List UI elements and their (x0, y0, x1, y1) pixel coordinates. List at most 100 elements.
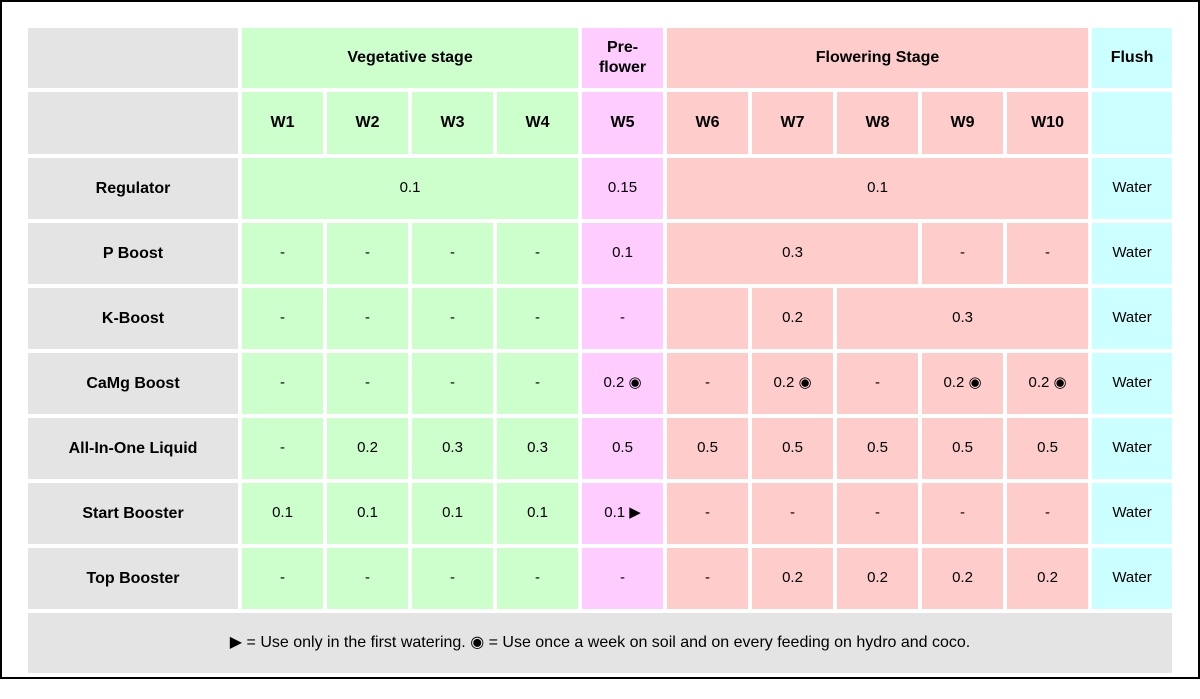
cell-top-booster-w9: 0.2 (922, 548, 1004, 609)
cell-k-boost-w8-w10: 0.3 (837, 288, 1089, 349)
row-label-k-boost: K-Boost (28, 288, 238, 349)
cell-top-booster-w8: 0.2 (837, 548, 919, 609)
week-header-w2: W2 (327, 92, 408, 154)
cell-p-boost-w5: 0.1 (582, 223, 664, 284)
cell-camg-boost-w3: - (412, 353, 493, 414)
cell-start-booster-w2: 0.1 (327, 483, 408, 544)
cell-k-boost-w1: - (242, 288, 323, 349)
week-header-w1: W1 (242, 92, 323, 154)
cell-camg-boost-w1: - (242, 353, 323, 414)
footnote: ▶ = Use only in the first watering. ◉ = … (28, 613, 1173, 673)
row-start-booster: Start Booster 0.1 0.1 0.1 0.1 0.1 ▶ - - … (28, 483, 1173, 544)
cell-all-in-one-w4: 0.3 (497, 418, 579, 479)
row-top-booster: Top Booster - - - - - - 0.2 0.2 0.2 0.2 … (28, 548, 1173, 609)
cell-start-booster-w5: 0.1 ▶ (582, 483, 664, 544)
stage-header-flush: Flush (1092, 28, 1173, 88)
cell-camg-boost-flush: Water (1092, 353, 1173, 414)
cell-camg-boost-w5: 0.2 ◉ (582, 353, 664, 414)
week-header-w6: W6 (667, 92, 749, 154)
cell-start-booster-w4: 0.1 (497, 483, 579, 544)
cell-regulator-flush: Water (1092, 158, 1173, 219)
row-all-in-one-liquid: All-In-One Liquid - 0.2 0.3 0.3 0.5 0.5 … (28, 418, 1173, 479)
cell-camg-boost-w10: 0.2 ◉ (1007, 353, 1089, 414)
feeding-schedule-table: Vegetative stage Pre-flower Flowering St… (24, 24, 1176, 677)
cell-p-boost-w1: - (242, 223, 323, 284)
week-header-w7: W7 (752, 92, 834, 154)
cell-camg-boost-w2: - (327, 353, 408, 414)
cell-all-in-one-w3: 0.3 (412, 418, 493, 479)
cell-start-booster-w7: - (752, 483, 834, 544)
cell-p-boost-w10: - (1007, 223, 1089, 284)
cell-all-in-one-w8: 0.5 (837, 418, 919, 479)
cell-start-booster-w10: - (1007, 483, 1089, 544)
cell-all-in-one-flush: Water (1092, 418, 1173, 479)
cell-regulator-w5: 0.15 (582, 158, 664, 219)
cell-all-in-one-w7: 0.5 (752, 418, 834, 479)
cell-top-booster-w7: 0.2 (752, 548, 834, 609)
row-label-p-boost: P Boost (28, 223, 238, 284)
cell-top-booster-w1: - (242, 548, 323, 609)
cell-start-booster-w8: - (837, 483, 919, 544)
cell-top-booster-w3: - (412, 548, 493, 609)
cell-start-booster-w9: - (922, 483, 1004, 544)
cell-all-in-one-w10: 0.5 (1007, 418, 1089, 479)
row-k-boost: K-Boost - - - - - 0.2 0.3 Water (28, 288, 1173, 349)
week-header-w5: W5 (582, 92, 664, 154)
week-header-w10: W10 (1007, 92, 1089, 154)
cell-camg-boost-w6: - (667, 353, 749, 414)
cell-start-booster-flush: Water (1092, 483, 1173, 544)
cell-top-booster-flush: Water (1092, 548, 1173, 609)
row-label-all-in-one-liquid: All-In-One Liquid (28, 418, 238, 479)
row-label-top-booster: Top Booster (28, 548, 238, 609)
cell-all-in-one-w1: - (242, 418, 323, 479)
cell-regulator-w6-w10: 0.1 (667, 158, 1089, 219)
cell-camg-boost-w8: - (837, 353, 919, 414)
cell-p-boost-w2: - (327, 223, 408, 284)
cell-p-boost-w6-w8: 0.3 (667, 223, 919, 284)
cell-p-boost-w4: - (497, 223, 579, 284)
row-p-boost: P Boost - - - - 0.1 0.3 - - Water (28, 223, 1173, 284)
cell-k-boost-w6 (667, 288, 749, 349)
cell-k-boost-w5: - (582, 288, 664, 349)
cell-start-booster-w3: 0.1 (412, 483, 493, 544)
week-header-blank (28, 92, 238, 154)
cell-top-booster-w6: - (667, 548, 749, 609)
cell-top-booster-w10: 0.2 (1007, 548, 1089, 609)
cell-start-booster-w6: - (667, 483, 749, 544)
cell-p-boost-w3: - (412, 223, 493, 284)
cell-k-boost-w3: - (412, 288, 493, 349)
cell-k-boost-w4: - (497, 288, 579, 349)
cell-camg-boost-w4: - (497, 353, 579, 414)
cell-k-boost-flush: Water (1092, 288, 1173, 349)
week-header-w9: W9 (922, 92, 1004, 154)
stage-header-preflower: Pre-flower (582, 28, 664, 88)
stage-header-vegetative: Vegetative stage (242, 28, 579, 88)
week-header-w3: W3 (412, 92, 493, 154)
cell-p-boost-flush: Water (1092, 223, 1173, 284)
cell-p-boost-w9: - (922, 223, 1004, 284)
cell-all-in-one-w2: 0.2 (327, 418, 408, 479)
cell-top-booster-w5: - (582, 548, 664, 609)
cell-k-boost-w7: 0.2 (752, 288, 834, 349)
row-label-start-booster: Start Booster (28, 483, 238, 544)
corner-cell (28, 28, 238, 88)
cell-regulator-w1-w4: 0.1 (242, 158, 579, 219)
cell-k-boost-w2: - (327, 288, 408, 349)
row-label-camg-boost: CaMg Boost (28, 353, 238, 414)
week-header-w4: W4 (497, 92, 579, 154)
stage-header-flowering: Flowering Stage (667, 28, 1089, 88)
stage-header-row: Vegetative stage Pre-flower Flowering St… (28, 28, 1173, 88)
week-header-row: W1 W2 W3 W4 W5 W6 W7 W8 W9 W10 (28, 92, 1173, 154)
week-header-flush-blank (1092, 92, 1173, 154)
cell-all-in-one-w9: 0.5 (922, 418, 1004, 479)
footnote-row: ▶ = Use only in the first watering. ◉ = … (28, 613, 1173, 673)
cell-all-in-one-w6: 0.5 (667, 418, 749, 479)
cell-top-booster-w4: - (497, 548, 579, 609)
cell-all-in-one-w5: 0.5 (582, 418, 664, 479)
row-camg-boost: CaMg Boost - - - - 0.2 ◉ - 0.2 ◉ - 0.2 ◉… (28, 353, 1173, 414)
cell-camg-boost-w7: 0.2 ◉ (752, 353, 834, 414)
row-regulator: Regulator 0.1 0.15 0.1 Water (28, 158, 1173, 219)
cell-camg-boost-w9: 0.2 ◉ (922, 353, 1004, 414)
week-header-w8: W8 (837, 92, 919, 154)
